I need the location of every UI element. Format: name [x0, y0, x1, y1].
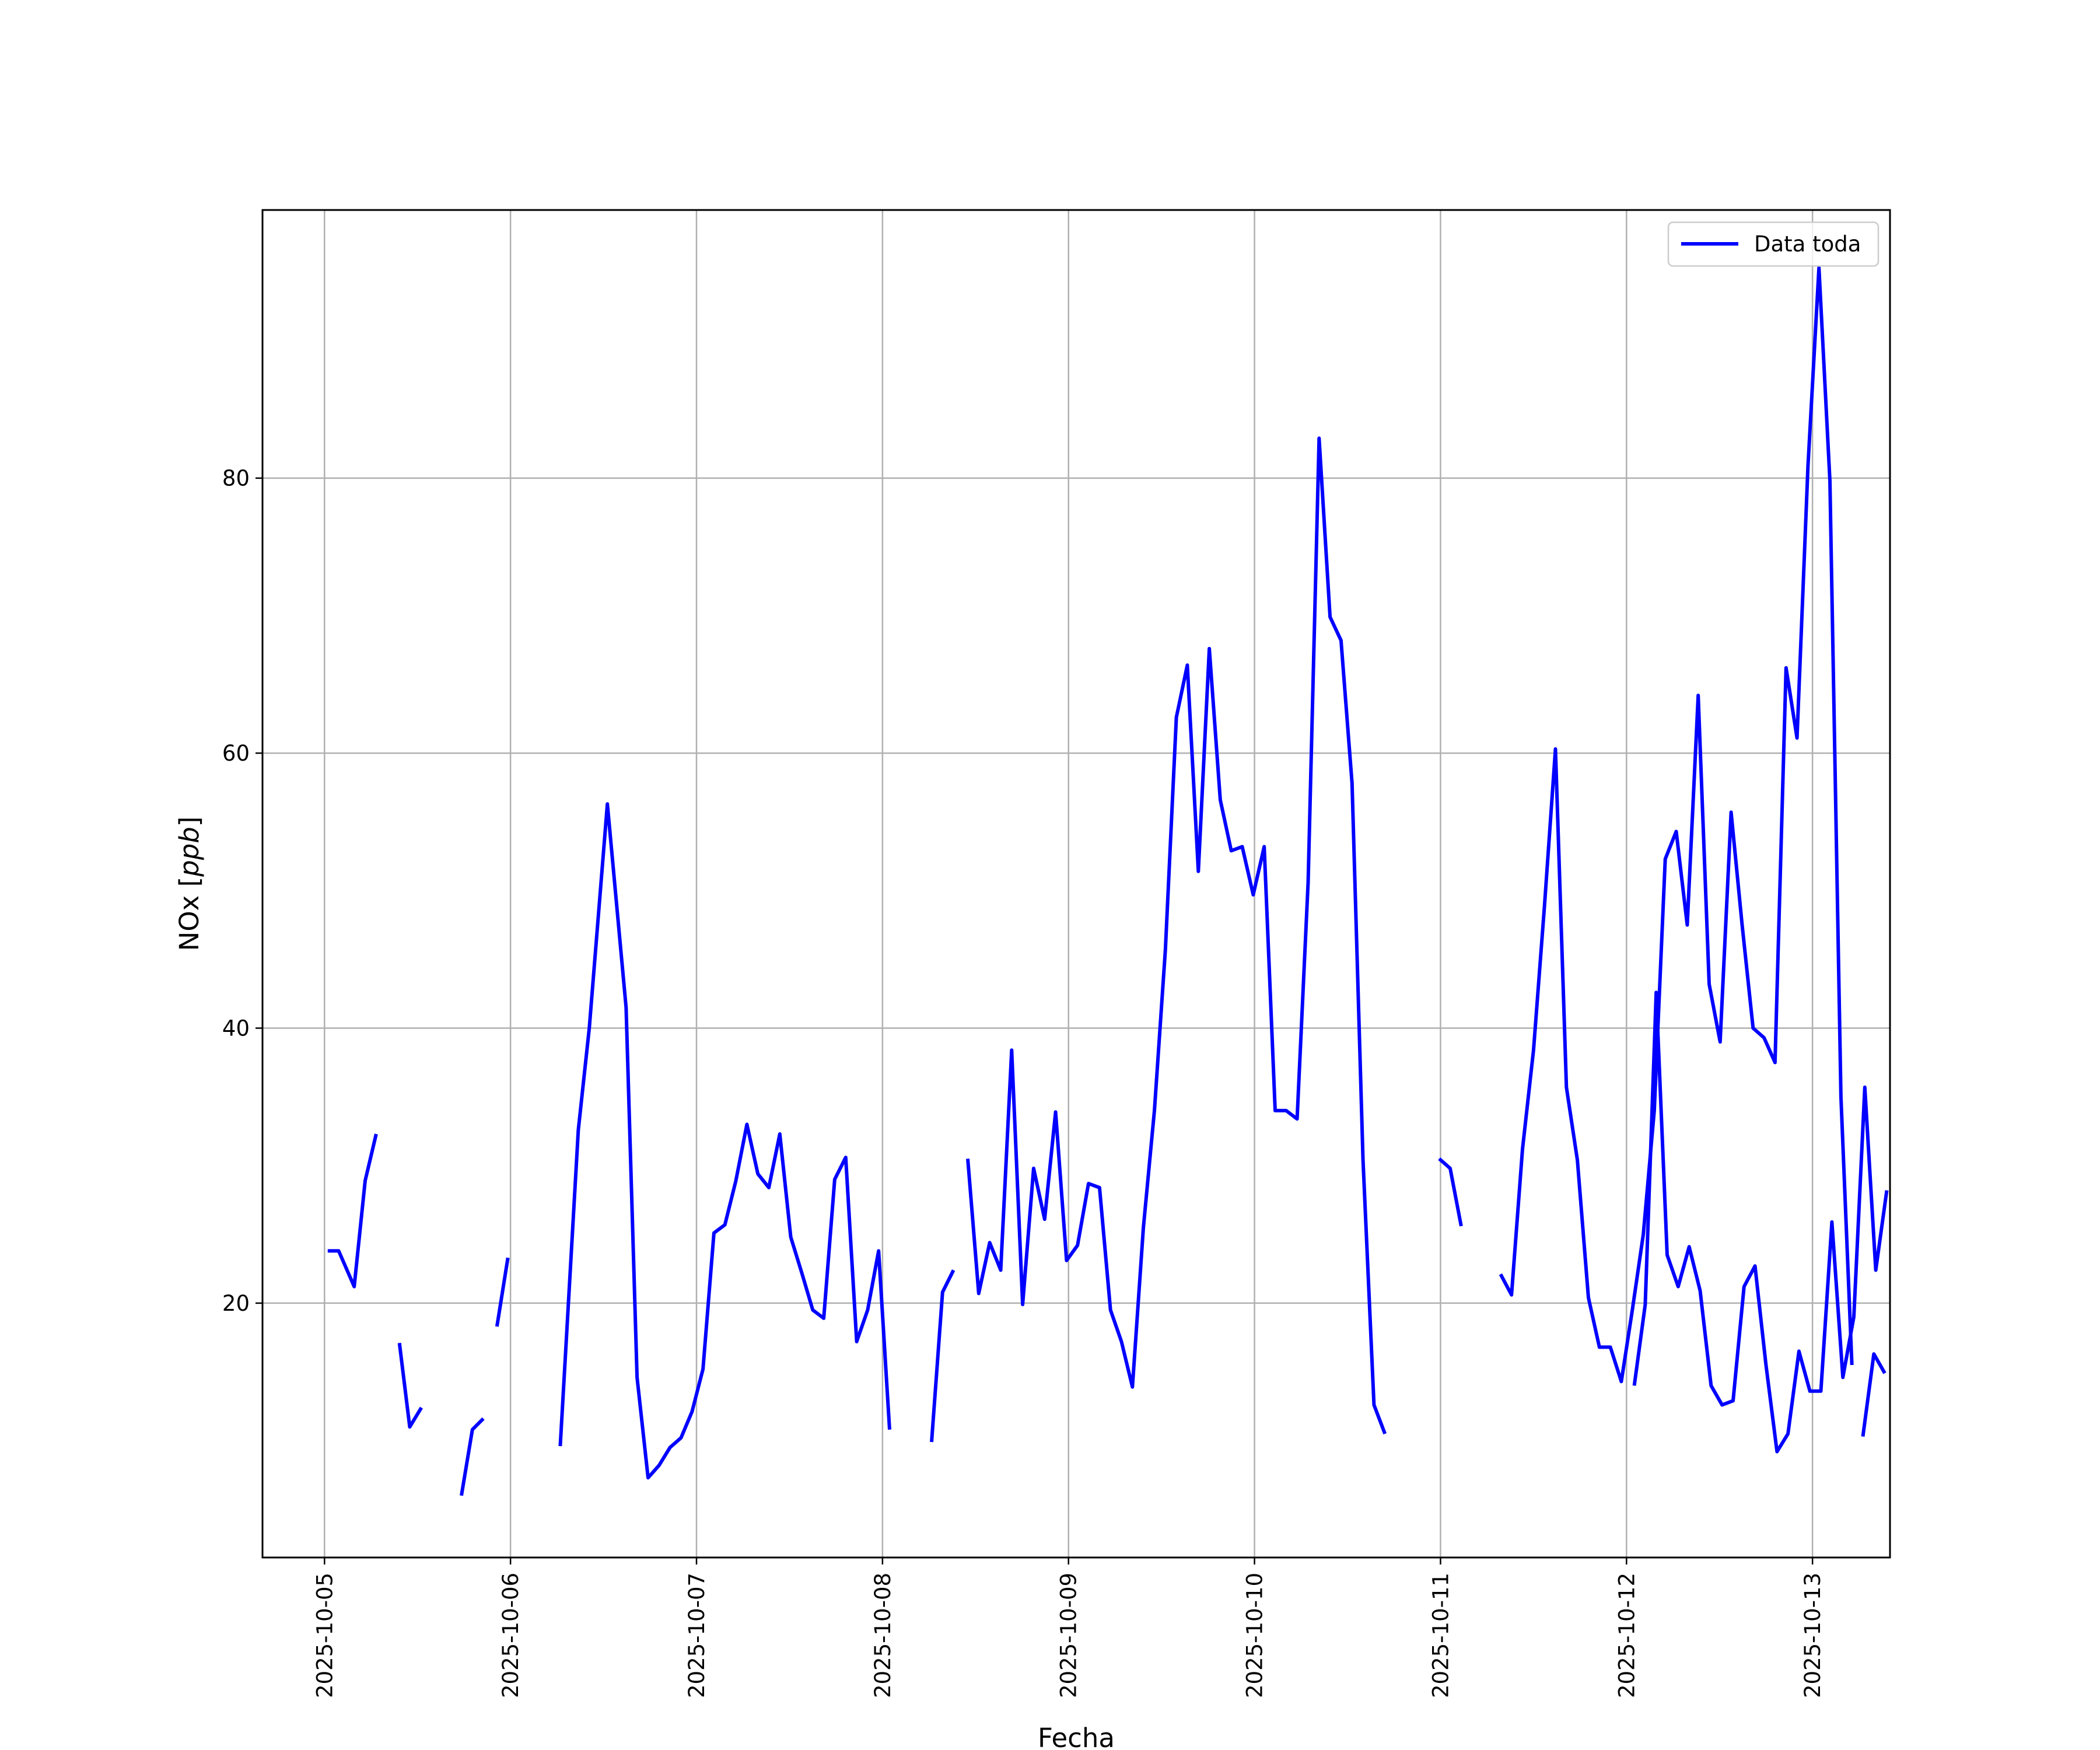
x-tick-label: 2025-10-10 [1242, 1573, 1268, 1698]
x-tick-label: 2025-10-06 [498, 1573, 523, 1698]
x-axis: 2025-10-05 2025-10-06 2025-10-07 2025-10-08… [312, 1558, 1825, 1698]
grid [262, 210, 1890, 1558]
y-tick-label: 20 [222, 1291, 250, 1316]
y-axis-label-bracket-close: ] [174, 817, 205, 827]
series-layer [327, 266, 1889, 1496]
y-tick-label: 80 [222, 466, 250, 491]
y-axis-label-bracket-open: [ [174, 877, 205, 887]
y-axis-label-unit: ppb [174, 827, 205, 877]
series-line-segment [966, 436, 1387, 1434]
x-tick-label: 2025-10-08 [870, 1573, 895, 1698]
series-data-toda [327, 266, 1889, 1496]
series-line-segment [1438, 1157, 1463, 1227]
x-tick-label: 2025-10-11 [1428, 1573, 1453, 1698]
x-tick-label: 2025-10-12 [1614, 1573, 1639, 1698]
series-line-segment [327, 1133, 378, 1289]
series-line-segment [1632, 991, 1889, 1454]
series-line-segment [495, 1257, 510, 1327]
series-line-segment [397, 1342, 423, 1429]
legend-label: Data toda [1754, 232, 1861, 257]
x-tick-label: 2025-10-05 [312, 1573, 337, 1698]
x-tick-label: 2025-10-09 [1056, 1573, 1082, 1698]
y-tick-label: 60 [222, 741, 250, 766]
legend: Data toda [1667, 221, 1880, 267]
y-axis: 20 40 60 80 [222, 466, 262, 1316]
y-tick-label: 40 [222, 1016, 250, 1041]
series-line-segment [1861, 1352, 1887, 1437]
plot-frame [261, 209, 1891, 1559]
series-line-segment [460, 1417, 485, 1496]
y-axis-label: NOx [ppb] [174, 817, 205, 951]
x-tick-label: 2025-10-13 [1800, 1573, 1825, 1698]
series-line-segment [930, 1269, 956, 1443]
series-line-segment [558, 802, 891, 1480]
y-axis-label-main: NOx [174, 887, 205, 951]
x-axis-label: Fecha [1038, 1723, 1115, 1750]
x-tick-label: 2025-10-07 [684, 1573, 709, 1698]
legend-box [1667, 221, 1880, 267]
series-line-segment [1499, 266, 1854, 1384]
